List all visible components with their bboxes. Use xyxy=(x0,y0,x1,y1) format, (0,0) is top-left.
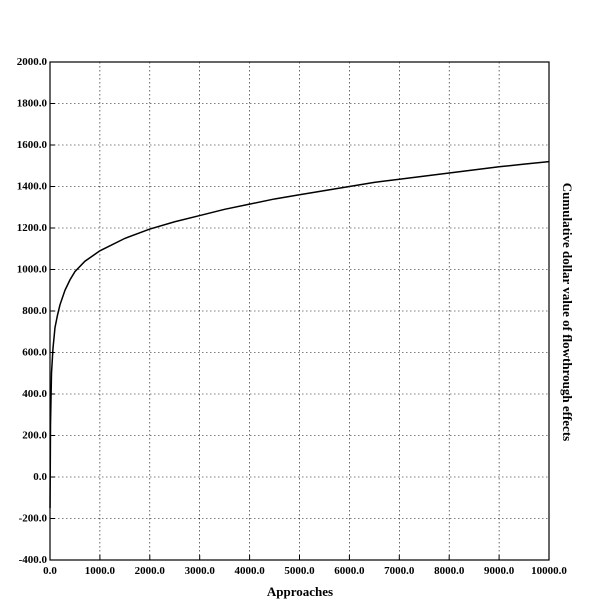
y-tick-label: 1000.0 xyxy=(17,264,48,276)
y-tick-label: 800.0 xyxy=(22,305,47,317)
x-tick-label: 2000.0 xyxy=(135,565,166,577)
x-tick-label: 4000.0 xyxy=(234,565,265,577)
x-tick-label: 10000.0 xyxy=(531,565,567,577)
x-tick-label: 8000.0 xyxy=(434,565,465,577)
y-tick-label: 1800.0 xyxy=(17,98,48,110)
y-tick-label: 600.0 xyxy=(22,347,47,359)
y-tick-label: -200.0 xyxy=(19,513,48,525)
x-tick-label: 7000.0 xyxy=(384,565,415,577)
y-tick-label: 200.0 xyxy=(22,430,47,442)
x-tick-label: 3000.0 xyxy=(185,565,216,577)
y-tick-label: 0.0 xyxy=(33,471,47,483)
x-tick-label: 0.0 xyxy=(43,565,57,577)
plot-frame xyxy=(49,61,550,561)
series-line xyxy=(49,160,550,509)
x-tick-label: 9000.0 xyxy=(484,565,515,577)
x-tick-label: 5000.0 xyxy=(284,565,315,577)
x-axis-title: Approaches xyxy=(267,584,333,599)
x-tick-label: 1000.0 xyxy=(85,565,116,577)
grid-lines xyxy=(50,62,549,560)
y-tick-label: 1400.0 xyxy=(17,181,48,193)
y-tick-labels: 2000.0 1800.0 1600.0 1400.0 1200.0 1000.0 800.… xyxy=(17,56,48,566)
y-tick-label: 400.0 xyxy=(22,388,47,400)
x-tick-label: 6000.0 xyxy=(334,565,365,577)
y-tick-label: 1200.0 xyxy=(17,222,48,234)
y-tick-label: 2000.0 xyxy=(17,56,48,68)
x-tick-labels: 0.0 1000.0 2000.0 3000.0 4000.0 5000.0 6000.0 7… xyxy=(43,565,567,577)
y-axis-title: Cumulative dollar value of flowthrough e… xyxy=(560,183,575,441)
y-tick-label: 1600.0 xyxy=(17,139,48,151)
y-tick-label: -400.0 xyxy=(19,554,48,566)
